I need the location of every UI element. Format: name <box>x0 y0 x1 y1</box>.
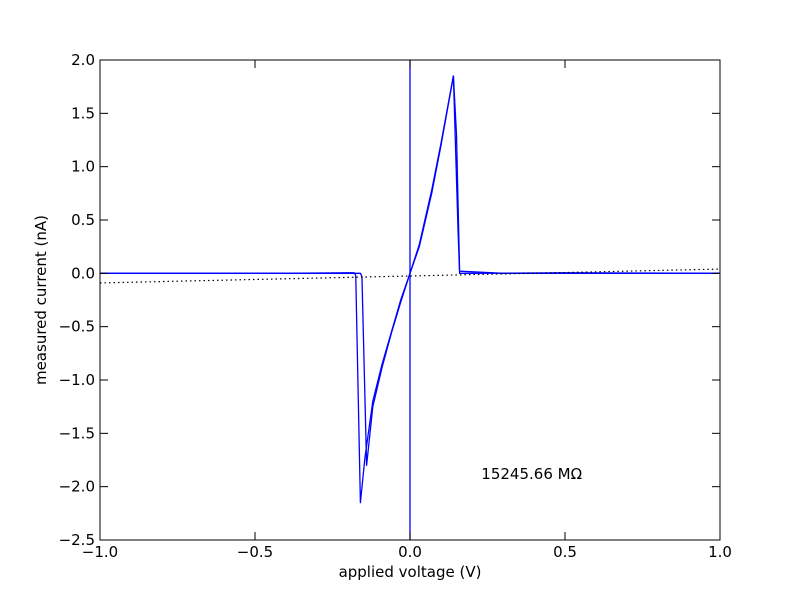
x-tick-label: 0.5 <box>553 543 577 561</box>
x-tick-label: −0.5 <box>237 543 273 561</box>
x-tick-label: 0.0 <box>398 543 422 561</box>
y-tick-label: 0.5 <box>71 211 95 229</box>
y-tick-label: 1.5 <box>71 104 95 122</box>
x-axis-label: applied voltage (V) <box>339 563 482 581</box>
iv-curve-2 <box>100 75 720 466</box>
x-tick-label: 1.0 <box>708 543 732 561</box>
y-tick-label: 0.0 <box>71 264 95 282</box>
axis-ticks: −1.0 −0.5 0.0 0.5 1.0 2.0 1.5 1.0 0.5 0.0 −0.5 −1.0… <box>59 51 732 561</box>
y-tick-label: −2.0 <box>59 478 95 496</box>
y-tick-label: −2.5 <box>59 531 95 549</box>
y-tick-label: −1.0 <box>59 371 95 389</box>
y-axis-label: measured current (nA) <box>32 215 50 385</box>
y-tick-label: 1.0 <box>71 158 95 176</box>
x-tick-label: −1.0 <box>82 543 118 561</box>
plot-area <box>100 60 720 540</box>
resistance-annotation: 15245.66 MΩ <box>481 465 582 483</box>
y-tick-label: −1.5 <box>59 424 95 442</box>
y-tick-label: −0.5 <box>59 318 95 336</box>
y-tick-label: 2.0 <box>71 51 95 69</box>
